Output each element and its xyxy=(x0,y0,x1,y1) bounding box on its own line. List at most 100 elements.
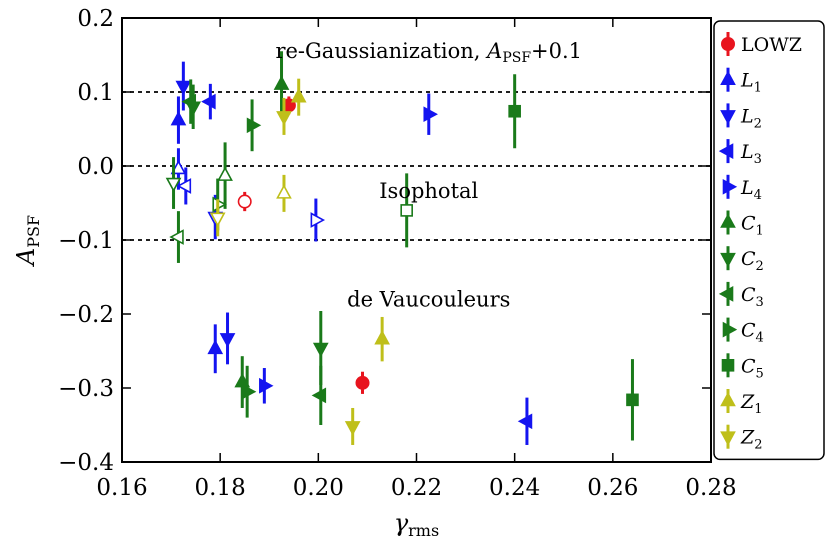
legend-label-sub: 3 xyxy=(754,152,762,167)
marker-tri-up xyxy=(276,184,292,199)
data-point-C3-dev xyxy=(311,365,327,425)
legend-marker-circle xyxy=(720,36,735,51)
marker-tri-down xyxy=(312,342,329,358)
data-point-Z1-dev xyxy=(374,316,390,362)
marker-tri-down xyxy=(344,421,361,436)
marker-square xyxy=(626,393,639,407)
x-tick-label: 0.26 xyxy=(587,475,638,501)
marker-tri-up xyxy=(217,166,233,181)
marker-tri-up xyxy=(290,88,307,103)
legend-marker-tri-up xyxy=(720,70,736,85)
legend-label-sub: 4 xyxy=(754,188,762,203)
data-point-LOWZ-dev xyxy=(355,371,370,394)
x-tick-label: 0.28 xyxy=(685,475,736,501)
legend-label-sub: 2 xyxy=(754,116,762,131)
marker-tri-down xyxy=(165,177,182,193)
legend-item-L3: L3 xyxy=(718,139,762,167)
legend-label: L1 xyxy=(740,70,762,96)
marker-tri-down xyxy=(175,80,192,96)
legend-label-main: L xyxy=(740,70,754,92)
marker-tri-left xyxy=(201,93,216,110)
marker-tri-left xyxy=(311,387,327,404)
marker-square xyxy=(508,104,521,118)
legend-label: C2 xyxy=(741,248,764,274)
data-point-L3-regauss xyxy=(201,83,216,120)
data-point-C5-dev xyxy=(626,359,639,441)
data-point-L1-regauss xyxy=(170,96,187,144)
legend-marker-tri-down xyxy=(720,110,736,125)
annotation-text: re-Gaussianization, xyxy=(275,39,487,63)
legend-marker-square xyxy=(721,358,735,372)
annotation-dev: de Vaucouleurs xyxy=(347,288,510,312)
data-point-L3-dev xyxy=(517,397,533,445)
legend-label: C4 xyxy=(741,320,764,346)
legend-label-sub: 2 xyxy=(756,259,764,274)
legend-item-Z1: Z1 xyxy=(720,389,762,417)
legend-label: C3 xyxy=(741,284,764,310)
legend-marker-tri-left xyxy=(718,286,734,302)
reference-lines xyxy=(122,91,711,241)
legend-item-L2: L2 xyxy=(720,103,762,131)
legend-label: Z2 xyxy=(740,427,762,453)
data-point-C5-regauss xyxy=(508,74,521,149)
marker-square xyxy=(400,204,413,217)
data-point-LOWZ-iso xyxy=(237,191,252,212)
annotation-math-sub: PSF xyxy=(502,50,531,66)
legend-label: LOWZ xyxy=(741,34,802,56)
marker-tri-up xyxy=(374,329,390,345)
data-point-C4-dev xyxy=(241,365,257,418)
x-tick-label: 0.22 xyxy=(391,475,442,501)
legend-item-Z2: Z2 xyxy=(720,424,762,453)
x-tick-label: 0.16 xyxy=(96,475,147,501)
marker-tri-down xyxy=(209,212,226,227)
marker-tri-up xyxy=(273,75,290,90)
legend-marker-tri-up xyxy=(720,391,736,407)
legend-label: L2 xyxy=(740,105,762,131)
legend-item-C3: C3 xyxy=(718,281,764,310)
y-axis-title-sub: PSF xyxy=(24,215,43,248)
y-axis-title: APSF xyxy=(12,215,43,267)
legend-box xyxy=(713,20,825,461)
data-point-Z2-dev xyxy=(344,407,361,445)
legend-label: C1 xyxy=(741,213,764,239)
legend-label-main: C xyxy=(741,320,756,342)
marker-tri-right xyxy=(259,377,274,394)
data-point-C3-iso xyxy=(169,211,184,263)
y-tick-label: −0.1 xyxy=(58,228,114,254)
legend-label-main: C xyxy=(741,284,756,306)
legend-label-main: LOWZ xyxy=(741,34,802,56)
legend-label-sub: 1 xyxy=(754,402,762,417)
y-axis-title-main: A xyxy=(12,248,40,267)
legend-item-LOWZ: LOWZ xyxy=(720,32,802,56)
data-point-L4-iso xyxy=(310,198,326,242)
data-point-L2-dev xyxy=(219,312,236,365)
legend-label-sub: 4 xyxy=(756,331,764,346)
y-tick-label: 0.0 xyxy=(77,154,114,180)
legend-label: L4 xyxy=(740,177,762,203)
marker-tri-up xyxy=(170,110,187,126)
marker-tri-right xyxy=(310,212,326,228)
data-point-Z1-regauss xyxy=(290,78,307,116)
data-point-C4-regauss xyxy=(246,99,262,152)
legend-marker-tri-down xyxy=(720,252,736,268)
marker-tri-left xyxy=(517,413,533,430)
annotation-regauss: re-Gaussianization, APSF+0.1 xyxy=(275,39,582,66)
x-axis-title-sub: rms xyxy=(408,521,439,540)
marker-circle xyxy=(237,194,252,209)
annotation-iso: Isophotal xyxy=(379,179,478,203)
marker-tri-left xyxy=(169,229,184,245)
marker-tri-right xyxy=(246,117,262,134)
legend-marker-tri-up xyxy=(720,213,736,228)
data-point-L4-dev xyxy=(259,368,274,404)
data-point-L3-iso xyxy=(176,167,192,205)
marker-tri-left xyxy=(181,93,197,110)
data-point-C5-iso xyxy=(400,173,413,248)
legend-item-C4: C4 xyxy=(722,317,764,346)
data-point-Z2-regauss xyxy=(276,97,292,135)
axis-ticks: 0.16 0.18 0.20 0.22 0.24 0.26 0.28 −0.4 −0.3 −0.2… xyxy=(58,6,736,501)
legend-marker-tri-down xyxy=(720,431,736,446)
marker-circle xyxy=(355,375,370,390)
marker-tri-left xyxy=(176,178,192,194)
